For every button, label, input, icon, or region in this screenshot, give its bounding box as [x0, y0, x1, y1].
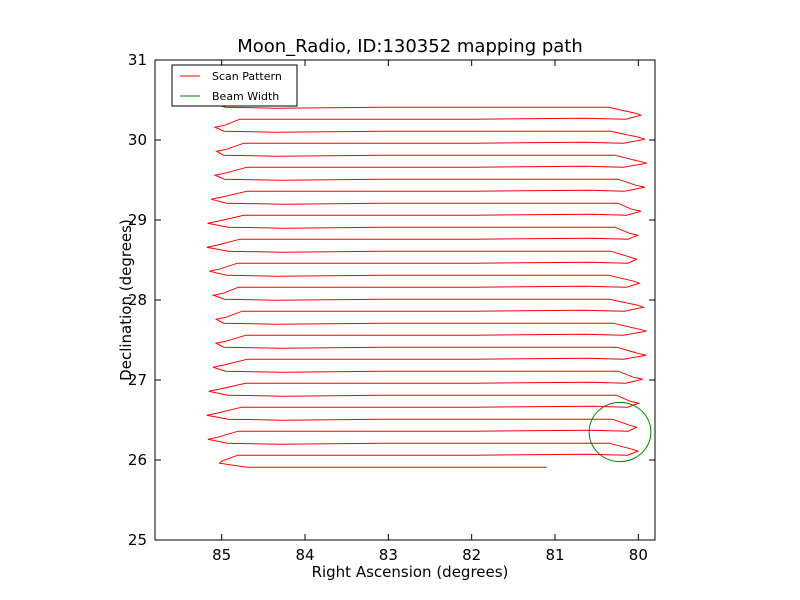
y-tick-label: 29	[128, 211, 147, 229]
legend: Scan Pattern Beam Width	[171, 64, 298, 107]
plot-frame	[154, 59, 656, 541]
x-tick-label: 80	[629, 546, 648, 564]
y-tick-label: 30	[128, 131, 147, 149]
y-tick-label: 31	[128, 51, 147, 69]
chart-title: Moon_Radio, ID:130352 mapping path	[237, 36, 583, 57]
beam-width-circle	[588, 401, 652, 463]
scan-pattern-line	[206, 102, 647, 468]
x-tick-label: 82	[462, 546, 481, 564]
y-tick-label: 28	[128, 291, 147, 309]
x-tick-label: 81	[545, 546, 564, 564]
y-axis-ticks: 25 26 27 28 29 30 31	[128, 51, 655, 549]
x-axis-ticks: 85 84 83 82 81 80	[212, 60, 648, 564]
beam-layer	[588, 401, 652, 463]
y-tick-label: 27	[128, 371, 147, 389]
x-tick-label: 84	[295, 546, 314, 564]
x-tick-label: 83	[379, 546, 398, 564]
legend-label-beam: Beam Width	[212, 90, 279, 103]
y-tick-label: 26	[128, 451, 147, 469]
legend-box	[171, 64, 298, 107]
y-tick-label: 25	[128, 531, 147, 549]
y-axis-label: Declination (degrees)	[117, 219, 135, 381]
x-tick-label: 85	[212, 546, 231, 564]
legend-label-scan: Scan Pattern	[212, 70, 282, 83]
x-axis-label: Right Ascension (degrees)	[312, 563, 509, 581]
scan-path-layer	[206, 102, 647, 468]
